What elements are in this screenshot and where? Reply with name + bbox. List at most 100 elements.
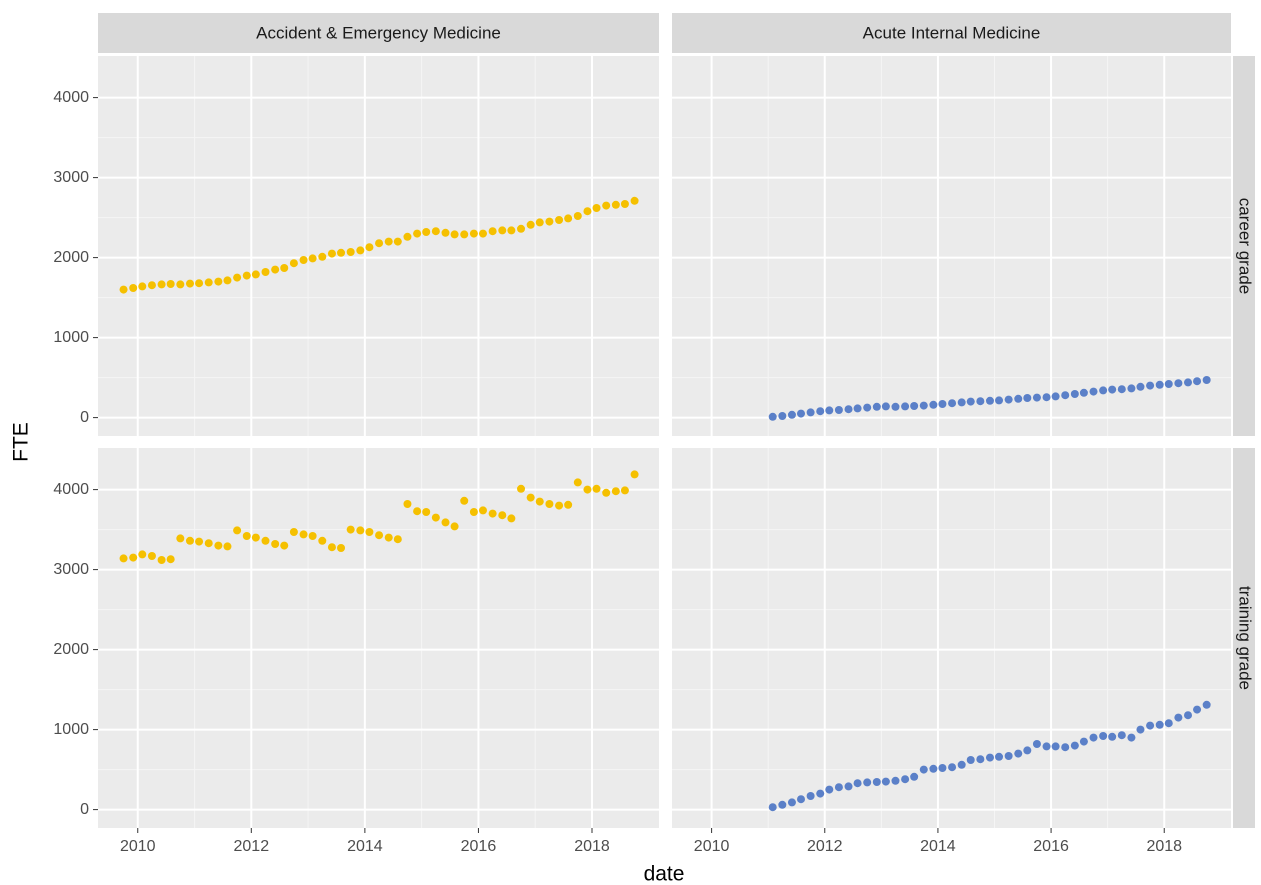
point xyxy=(1146,381,1155,390)
point xyxy=(517,224,526,233)
point xyxy=(995,752,1004,761)
strip-background xyxy=(672,13,1231,53)
point xyxy=(157,280,166,289)
point xyxy=(488,509,497,518)
column-strip-label: Acute Internal Medicine xyxy=(863,23,1041,42)
point xyxy=(545,500,554,508)
point xyxy=(1042,393,1051,402)
point xyxy=(1079,388,1088,397)
point xyxy=(1193,705,1202,714)
point xyxy=(891,402,900,411)
point xyxy=(526,493,535,502)
point xyxy=(1136,725,1145,734)
point xyxy=(129,553,138,562)
y-tick-label: 0 xyxy=(80,409,89,426)
point xyxy=(929,400,938,409)
point xyxy=(242,271,251,280)
row-strip-label: training grade xyxy=(1236,586,1255,690)
point xyxy=(422,508,431,516)
point xyxy=(1127,733,1136,742)
point xyxy=(1155,720,1164,729)
point xyxy=(630,196,639,205)
point xyxy=(365,243,374,252)
point xyxy=(327,543,336,552)
point xyxy=(289,528,298,536)
point xyxy=(825,785,834,794)
point xyxy=(261,536,270,545)
point xyxy=(872,402,881,411)
point xyxy=(1089,733,1098,742)
y-tick-label: 2000 xyxy=(53,641,89,658)
point xyxy=(1164,380,1173,388)
point xyxy=(450,522,459,531)
point xyxy=(806,408,815,417)
point xyxy=(185,536,194,545)
y-tick-label: 4000 xyxy=(53,89,89,106)
point xyxy=(356,246,365,255)
point xyxy=(555,501,564,510)
point xyxy=(157,556,166,564)
point xyxy=(881,402,890,411)
point xyxy=(910,402,919,410)
point xyxy=(825,406,834,415)
point xyxy=(488,227,497,236)
x-tick-label: 2012 xyxy=(234,838,270,855)
point xyxy=(1032,740,1041,748)
point xyxy=(393,535,402,544)
point xyxy=(195,279,204,288)
x-tick-label: 2016 xyxy=(461,838,497,855)
strip-background xyxy=(98,13,659,53)
point xyxy=(573,478,582,487)
point xyxy=(966,397,975,406)
point xyxy=(1089,387,1098,396)
point xyxy=(308,532,317,540)
point xyxy=(1202,700,1211,709)
point xyxy=(985,396,994,405)
point xyxy=(431,227,440,236)
point xyxy=(138,550,147,559)
point xyxy=(1117,385,1126,394)
point xyxy=(441,518,450,527)
point xyxy=(119,554,128,563)
y-tick-label: 4000 xyxy=(53,481,89,498)
y-tick-label: 1000 xyxy=(53,329,89,346)
point xyxy=(1193,377,1202,386)
point xyxy=(1136,382,1145,391)
point xyxy=(289,259,298,268)
point xyxy=(910,772,919,781)
y-axis-title: FTE xyxy=(10,422,33,462)
point xyxy=(214,277,223,286)
point xyxy=(872,778,881,786)
point xyxy=(147,552,156,560)
point xyxy=(346,525,355,534)
point xyxy=(957,760,966,769)
x-tick-label: 2012 xyxy=(807,838,843,855)
point xyxy=(460,230,469,239)
point xyxy=(1023,746,1032,755)
point xyxy=(195,537,204,546)
point xyxy=(1174,379,1183,388)
point xyxy=(1099,386,1108,395)
point xyxy=(1051,392,1060,401)
point xyxy=(346,248,355,256)
point xyxy=(1184,378,1192,387)
y-tick-label: 3000 xyxy=(53,561,89,578)
point xyxy=(176,534,185,543)
point xyxy=(787,410,796,419)
point xyxy=(393,237,402,246)
point xyxy=(891,776,900,785)
point xyxy=(431,513,440,522)
point xyxy=(957,398,966,407)
y-tick-label: 1000 xyxy=(53,721,89,738)
point xyxy=(919,401,928,410)
panel-background xyxy=(98,448,659,828)
point xyxy=(1070,390,1079,398)
point xyxy=(611,200,620,209)
point xyxy=(1004,395,1013,404)
point xyxy=(1184,711,1192,720)
point xyxy=(545,217,554,226)
point xyxy=(299,530,308,539)
point xyxy=(498,226,507,235)
point xyxy=(768,803,777,812)
y-tick-label: 2000 xyxy=(53,249,89,266)
